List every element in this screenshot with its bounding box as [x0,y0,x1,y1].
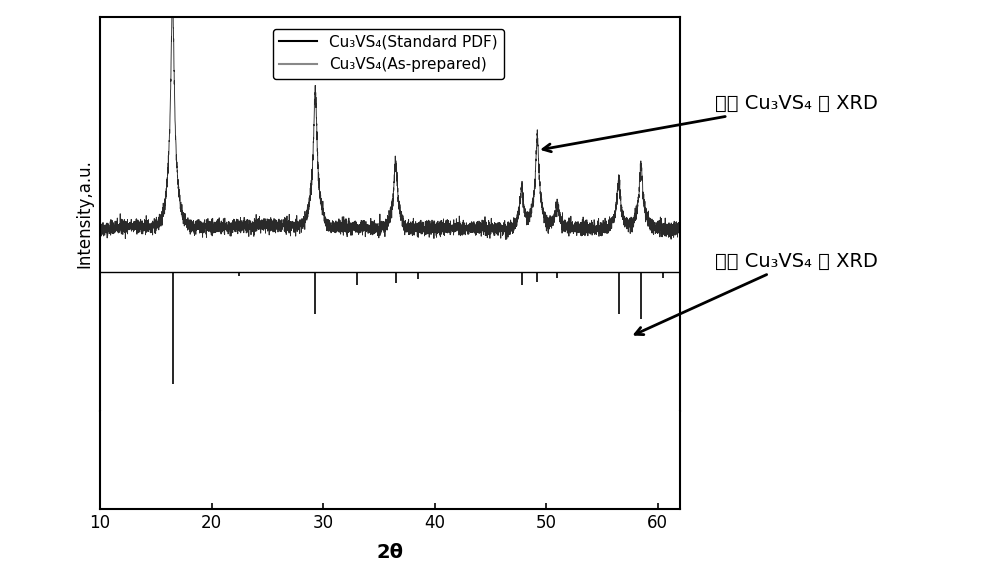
Y-axis label: Intensity,a.u.: Intensity,a.u. [75,160,93,268]
Text: 制备 Cu₃VS₄ 的 XRD: 制备 Cu₃VS₄ 的 XRD [543,94,878,152]
Text: 标准 Cu₃VS₄ 的 XRD: 标准 Cu₃VS₄ 的 XRD [635,252,878,335]
Legend: Cu₃VS₄(Standard PDF), Cu₃VS₄(As-prepared): Cu₃VS₄(Standard PDF), Cu₃VS₄(As-prepared… [273,29,504,78]
X-axis label: 2θ: 2θ [376,543,404,562]
